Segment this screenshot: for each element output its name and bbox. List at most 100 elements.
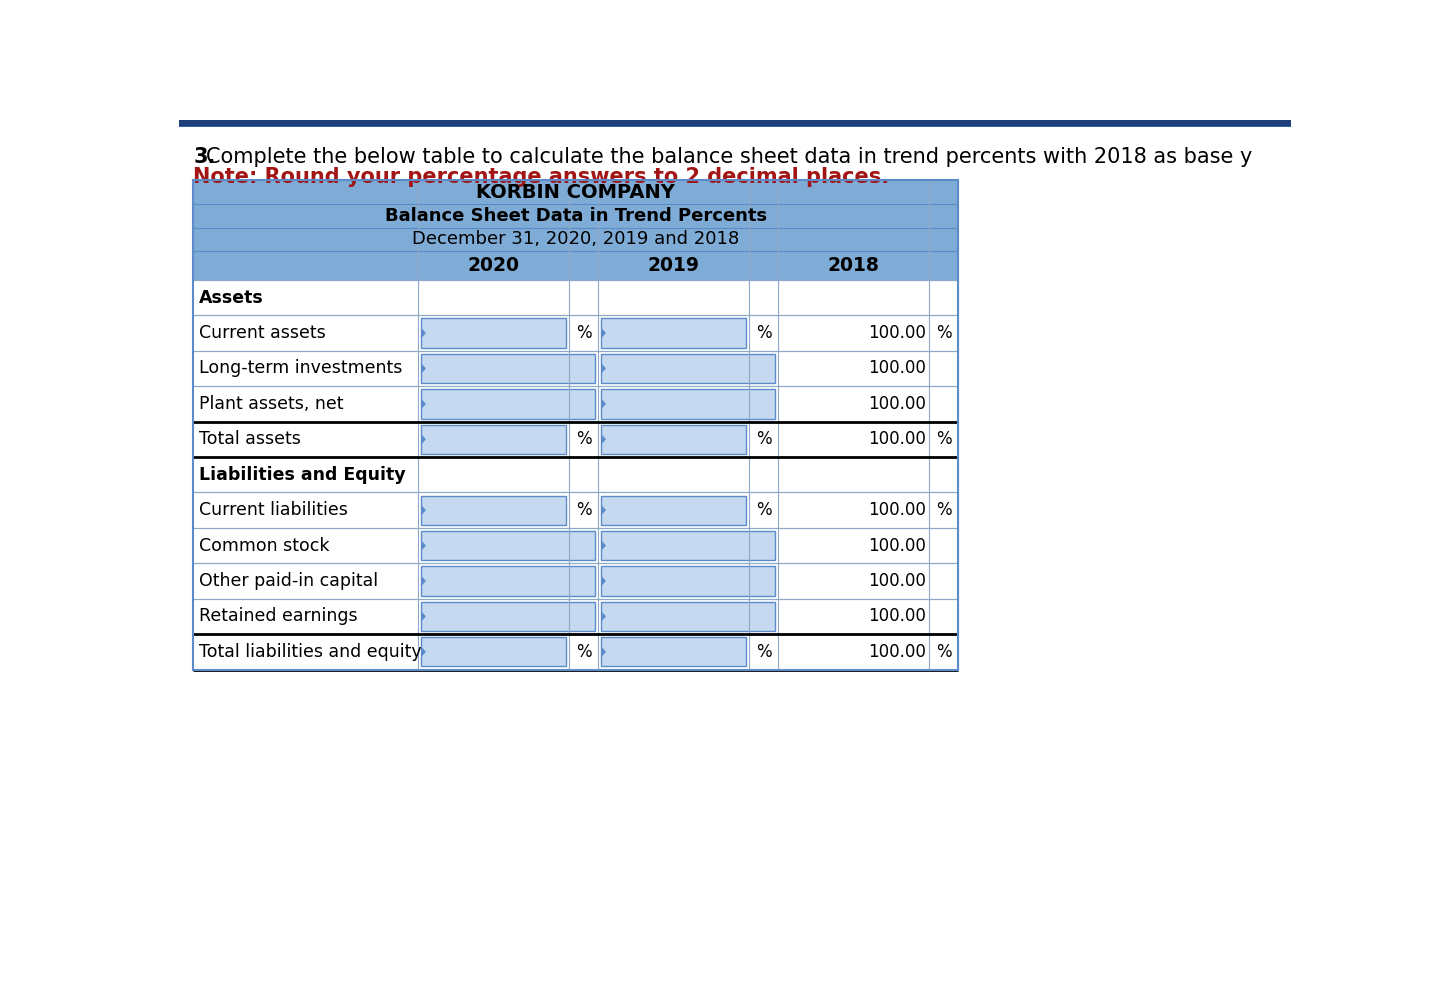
Text: Total assets: Total assets xyxy=(199,430,301,448)
Bar xyxy=(422,496,566,525)
Bar xyxy=(194,599,417,634)
Text: %: % xyxy=(756,430,771,448)
Bar xyxy=(194,180,958,670)
Polygon shape xyxy=(601,398,607,409)
Polygon shape xyxy=(601,576,607,587)
Text: Total liabilities and equity: Total liabilities and equity xyxy=(199,643,422,661)
Polygon shape xyxy=(601,434,607,445)
Bar xyxy=(929,492,958,528)
Bar xyxy=(779,492,929,528)
Bar xyxy=(750,421,779,457)
Bar xyxy=(417,350,598,386)
Bar xyxy=(569,634,598,670)
Bar xyxy=(194,634,417,670)
Polygon shape xyxy=(601,327,607,338)
Text: 2018: 2018 xyxy=(827,255,879,274)
Bar xyxy=(598,250,779,279)
Polygon shape xyxy=(422,363,426,374)
Text: Current liabilities: Current liabilities xyxy=(199,501,347,519)
Text: Common stock: Common stock xyxy=(199,537,330,555)
Text: 100.00: 100.00 xyxy=(868,643,925,661)
Text: %: % xyxy=(576,430,591,448)
Bar xyxy=(598,492,779,528)
Bar xyxy=(601,389,774,418)
Bar xyxy=(779,386,958,421)
Text: %: % xyxy=(756,643,771,661)
Bar xyxy=(194,228,958,250)
Bar xyxy=(779,421,929,457)
Text: Plant assets, net: Plant assets, net xyxy=(199,395,343,413)
Bar xyxy=(194,421,417,457)
Bar xyxy=(194,492,417,528)
Bar xyxy=(194,205,958,228)
Text: Liabilities and Equity: Liabilities and Equity xyxy=(199,466,406,484)
Bar xyxy=(779,279,958,315)
Text: %: % xyxy=(576,501,591,519)
Bar xyxy=(179,120,1291,128)
Text: Balance Sheet Data in Trend Percents: Balance Sheet Data in Trend Percents xyxy=(384,207,767,225)
Text: %: % xyxy=(936,643,952,661)
Text: Other paid-in capital: Other paid-in capital xyxy=(199,572,377,590)
Text: Long-term investments: Long-term investments xyxy=(199,359,402,377)
Bar xyxy=(194,180,958,205)
Bar xyxy=(598,279,779,315)
Text: 100.00: 100.00 xyxy=(868,572,925,590)
Bar xyxy=(417,421,598,457)
Bar xyxy=(422,389,595,418)
Text: 100.00: 100.00 xyxy=(868,395,925,413)
Polygon shape xyxy=(422,540,426,551)
Bar xyxy=(598,634,779,670)
Bar xyxy=(422,637,566,667)
Bar xyxy=(417,315,598,350)
Bar xyxy=(929,421,958,457)
Polygon shape xyxy=(601,363,607,374)
Bar xyxy=(417,563,598,599)
Text: %: % xyxy=(936,501,952,519)
Bar xyxy=(750,315,779,350)
Text: 100.00: 100.00 xyxy=(868,608,925,626)
Bar xyxy=(422,318,566,347)
Bar xyxy=(779,599,958,634)
Text: %: % xyxy=(936,324,952,342)
Text: 100.00: 100.00 xyxy=(868,324,925,342)
Bar xyxy=(601,531,774,560)
Text: 3.: 3. xyxy=(194,147,215,167)
Bar xyxy=(750,492,779,528)
Text: Retained earnings: Retained earnings xyxy=(199,608,357,626)
Polygon shape xyxy=(601,647,607,658)
Bar xyxy=(422,566,595,596)
Bar xyxy=(194,528,417,563)
Bar xyxy=(601,354,774,383)
Bar xyxy=(417,386,598,421)
Polygon shape xyxy=(601,611,607,622)
Bar xyxy=(422,531,595,560)
Bar xyxy=(417,457,598,492)
Bar xyxy=(569,492,598,528)
Bar xyxy=(417,599,598,634)
Bar xyxy=(598,350,779,386)
Text: Current assets: Current assets xyxy=(199,324,326,342)
Text: KORBIN COMPANY: KORBIN COMPANY xyxy=(476,183,675,202)
Text: Complete the below table to calculate the balance sheet data in trend percents w: Complete the below table to calculate th… xyxy=(206,147,1253,167)
Bar xyxy=(779,250,958,279)
Bar xyxy=(194,457,417,492)
Bar xyxy=(598,528,779,563)
Text: Note: Round your percentage answers to 2 decimal places.: Note: Round your percentage answers to 2… xyxy=(194,167,889,187)
Bar xyxy=(194,315,417,350)
Bar xyxy=(194,279,417,315)
Polygon shape xyxy=(422,434,426,445)
Polygon shape xyxy=(422,505,426,516)
Bar xyxy=(194,563,417,599)
Bar xyxy=(422,602,595,631)
Bar xyxy=(417,492,598,528)
Bar xyxy=(194,386,417,421)
Bar xyxy=(598,315,779,350)
Bar xyxy=(601,425,746,454)
Bar xyxy=(779,634,929,670)
Text: 2020: 2020 xyxy=(467,255,519,274)
Polygon shape xyxy=(601,540,607,551)
Bar xyxy=(569,421,598,457)
Text: 100.00: 100.00 xyxy=(868,359,925,377)
Bar xyxy=(194,350,417,386)
Polygon shape xyxy=(422,611,426,622)
